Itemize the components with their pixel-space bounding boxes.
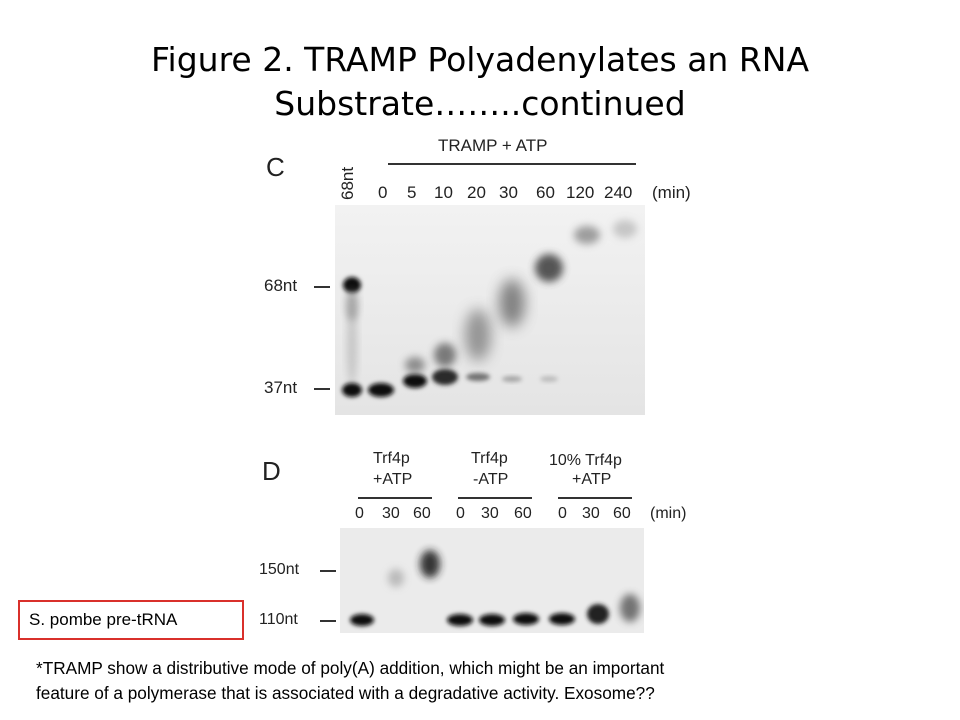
panel-c-marker-68nt: 68nt xyxy=(264,276,298,295)
panel-c-marker-37nt: 37nt xyxy=(264,378,298,397)
panel-d-time: 0 xyxy=(355,505,364,522)
panel-c-time: 10 xyxy=(434,183,453,202)
footnote: *TRAMP show a distributive mode of poly(… xyxy=(36,656,936,706)
panel-c-marker-lane-label: 68nt xyxy=(338,166,357,200)
panel-d-marker-110nt: 110nt xyxy=(259,611,298,628)
panel-d-time: 60 xyxy=(413,505,431,522)
panel-c-marker-37nt-tick xyxy=(314,388,330,390)
panel-c-time: 240 xyxy=(604,183,633,202)
panel-d-group-1-rule xyxy=(358,497,432,499)
panel-d-group-2-line2: -ATP xyxy=(473,471,509,488)
title-line-1: Figure 2. TRAMP Polyadenylates an RNA xyxy=(150,40,810,79)
footnote-line-2: feature of a polymerase that is associat… xyxy=(36,683,655,703)
panel-d-time-unit: (min) xyxy=(650,505,687,522)
title-line-2: Substrate……..continued xyxy=(274,84,686,123)
panel-c-header-rule xyxy=(388,163,636,165)
panel-d-group-1-line1: Trf4p xyxy=(373,450,410,467)
panel-c-time-unit: (min) xyxy=(652,183,691,202)
footnote-line-1: *TRAMP show a distributive mode of poly(… xyxy=(36,658,665,678)
panel-c-time: 0 xyxy=(378,183,388,202)
slide-title: Figure 2. TRAMP Polyadenylates an RNA Su… xyxy=(0,38,960,126)
panel-d-time: 30 xyxy=(481,505,499,522)
panel-d-time: 30 xyxy=(582,505,600,522)
panel-d-marker-150nt: 150nt xyxy=(259,561,300,578)
panel-d-marker-110nt-tick xyxy=(320,620,336,622)
panel-d-marker-150nt-tick xyxy=(320,570,336,572)
panel-c-time: 20 xyxy=(467,183,486,202)
panel-d-time: 0 xyxy=(558,505,567,522)
panel-d-group-3-line2: +ATP xyxy=(572,471,612,488)
panel-d-time: 0 xyxy=(456,505,465,522)
panel-c-header: TRAMP + ATP xyxy=(438,136,548,155)
panel-c-time: 120 xyxy=(566,183,595,202)
panel-c-time: 5 xyxy=(407,183,417,202)
panel-d-group-1-line2: +ATP xyxy=(373,471,413,488)
panel-c-time: 60 xyxy=(536,183,555,202)
panel-d-group-3-rule xyxy=(558,497,632,499)
panel-c-label: C xyxy=(266,152,285,182)
panel-c-gel-image xyxy=(335,205,645,415)
panel-d-label: D xyxy=(262,456,281,486)
panel-c-marker-68nt-tick xyxy=(314,286,330,288)
panel-d-group-3-line1: 10% Trf4p xyxy=(549,452,622,469)
panel-d-group-2-rule xyxy=(458,497,532,499)
panel-d-time: 60 xyxy=(613,505,631,522)
species-callout-box: S. pombe pre-tRNA xyxy=(18,600,244,640)
panel-d-gel-image xyxy=(340,528,644,633)
panel-d-group-2-line1: Trf4p xyxy=(471,450,508,467)
panel-d-time: 30 xyxy=(382,505,400,522)
panel-d-time: 60 xyxy=(514,505,532,522)
panel-c-time: 30 xyxy=(499,183,518,202)
